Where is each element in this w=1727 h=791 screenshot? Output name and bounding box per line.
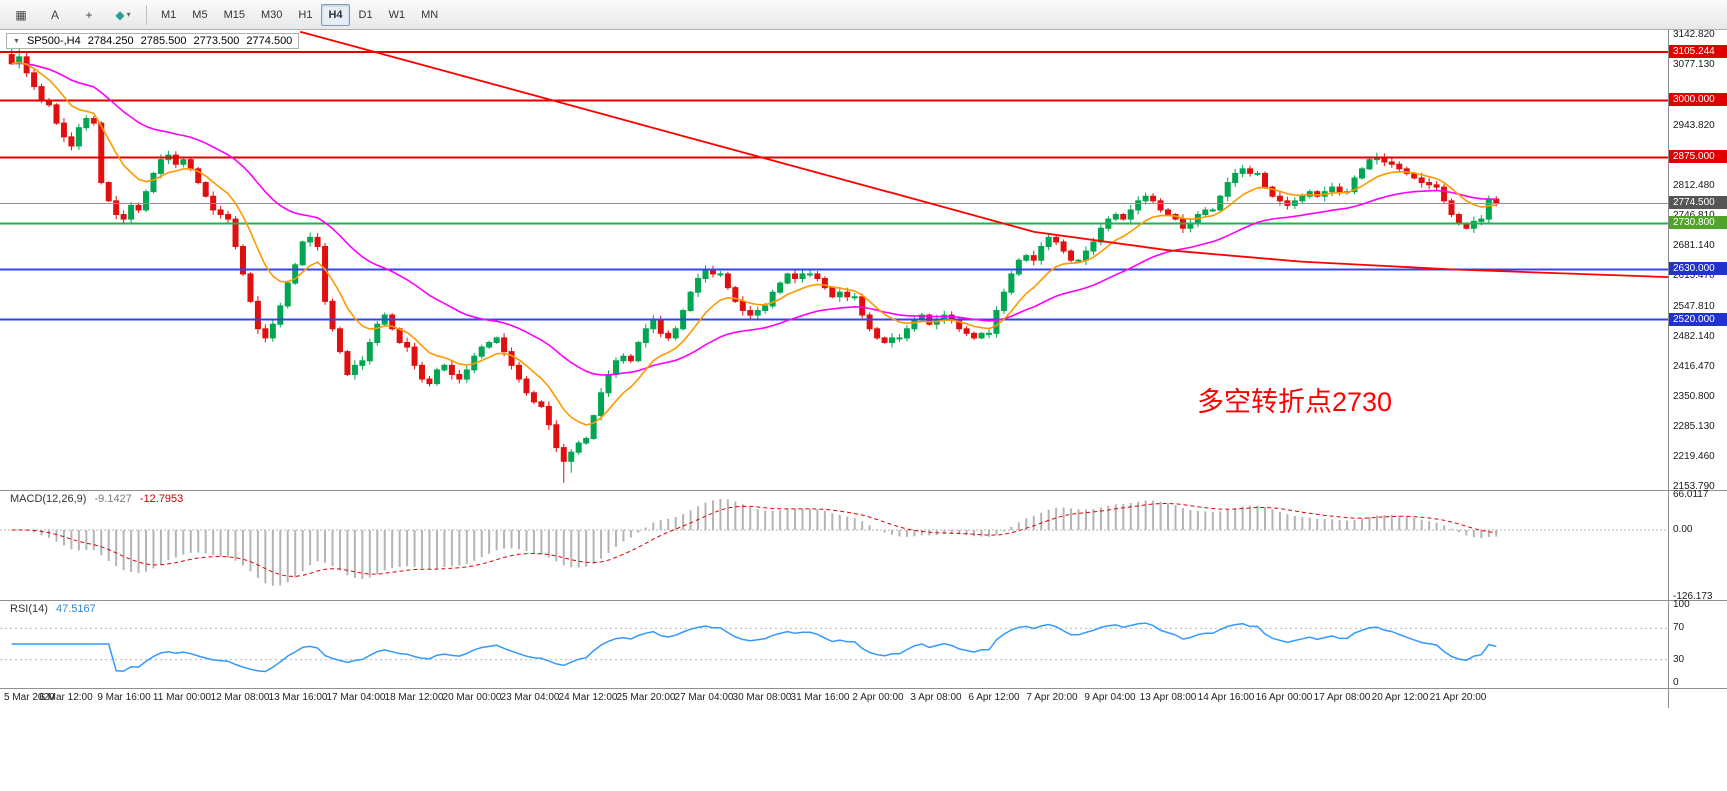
toolbar: ▦ A + ◆ ▾ M1 M5 M15 M30 H1 H4 D1 W1 MN	[0, 0, 1727, 30]
timeframe-d1[interactable]: D1	[358, 8, 373, 21]
time-label: 3 Apr 08:00	[910, 692, 962, 703]
time-label: 16 Apr 00:00	[1255, 692, 1313, 703]
timeframe-m1[interactable]: M1	[161, 8, 177, 21]
toolbar-icon-group: ▦ A + ◆ ▾	[4, 3, 140, 27]
price-axis[interactable]: 3142.820 3077.130 2943.820 2812.480 2746.810…	[1668, 29, 1727, 492]
time-axis-corner	[1668, 689, 1727, 708]
time-label: 17 Mar 04:00	[326, 692, 386, 703]
draw-tools-icon[interactable]: ◆ ▾	[115, 7, 131, 22]
time-label: 23 Mar 04:00	[500, 692, 560, 703]
price-tag: 2630.000	[1669, 262, 1727, 276]
ohlc-open: 2784.250	[87, 35, 134, 47]
time-label: 14 Apr 16:00	[1197, 692, 1255, 703]
macd-label: MACD(12,26,9) -9.1427 -12.7953	[10, 493, 183, 505]
time-label: 12 Mar 08:00	[210, 692, 270, 703]
time-label: 31 Mar 16:00	[790, 692, 850, 703]
time-label: 13 Apr 08:00	[1139, 692, 1197, 703]
time-axis[interactable]: 5 Mar 2020 6 Mar 12:00 9 Mar 16:00 11 Mar 0…	[0, 688, 1727, 708]
timeframe-m15[interactable]: M15	[223, 8, 245, 21]
price-scale-label: 2681.140	[1673, 239, 1715, 251]
rsi-name: RSI(14)	[10, 603, 48, 615]
price-scale-label: 2153.790	[1673, 481, 1715, 492]
price-scale-label: 2812.480	[1673, 179, 1715, 191]
annotation-text: 多空转折点2730	[1197, 387, 1393, 417]
price-tag: 2730.800	[1669, 216, 1727, 230]
time-label: 2 Apr 00:00	[852, 692, 904, 703]
macd-axis[interactable]: 66.0117 0.00 -126.173	[1668, 489, 1727, 602]
time-label: 27 Mar 04:00	[674, 692, 734, 703]
chart-header[interactable]: ▼ SP500-,H4 2784.250 2785.500 2773.500 2…	[6, 33, 300, 49]
rsi-panel[interactable]: RSI(14) 47.5167 100 70 30 0	[0, 599, 1727, 688]
rsi-scale-label: 0	[1673, 677, 1679, 688]
symbol-timeframe-label: SP500-,H4	[26, 35, 81, 47]
ohlc-high: 2785.500	[140, 35, 187, 47]
macd-scale-label: -126.173	[1673, 591, 1713, 602]
rsi-scale-label: 30	[1673, 653, 1685, 665]
price-scale-label: 2416.470	[1673, 360, 1715, 372]
time-label: 9 Apr 04:00	[1084, 692, 1136, 703]
time-label: 6 Mar 12:00	[39, 692, 93, 703]
time-label: 11 Mar 00:00	[152, 692, 212, 703]
time-label: 17 Apr 08:00	[1313, 692, 1371, 703]
time-label: 18 Mar 12:00	[384, 692, 444, 703]
time-label: 25 Mar 20:00	[616, 692, 676, 703]
crosshair-icon[interactable]: +	[85, 7, 93, 22]
time-label: 20 Apr 12:00	[1371, 692, 1429, 703]
time-label: 30 Mar 08:00	[732, 692, 792, 703]
time-label: 20 Mar 00:00	[442, 692, 502, 703]
time-label: 21 Apr 20:00	[1429, 692, 1487, 703]
price-scale-label: 2547.810	[1673, 300, 1715, 312]
timeframe-mn[interactable]: MN	[421, 8, 439, 21]
chart-window-icon[interactable]: ▦	[15, 7, 27, 22]
timeframe-h4[interactable]: H4	[321, 3, 350, 26]
time-label-row: 5 Mar 2020 6 Mar 12:00 9 Mar 16:00 11 Mar 0…	[0, 689, 1668, 708]
price-scale-label: 2615.470	[1673, 270, 1715, 281]
time-label: 24 Mar 12:00	[558, 692, 618, 703]
price-scale-label: 2219.460	[1673, 450, 1715, 462]
price-tag: 2774.500	[1669, 196, 1727, 210]
price-tag: 2520.000	[1669, 312, 1727, 326]
toolbar-separator	[146, 4, 147, 25]
rsi-scale-label: 100	[1673, 599, 1690, 610]
time-label: 9 Mar 16:00	[97, 692, 151, 703]
macd-scale-label: 0.00	[1673, 524, 1693, 536]
macd-name: MACD(12,26,9)	[10, 493, 87, 505]
timeframe-w1[interactable]: W1	[388, 8, 406, 21]
price-scale-label: 2943.820	[1673, 119, 1715, 131]
price-scale-label: 2746.810	[1673, 210, 1715, 222]
rsi-axis[interactable]: 100 70 30 0	[1668, 599, 1727, 688]
ohlc-close: 2774.500	[246, 35, 293, 47]
price-scale-label: 2285.130	[1673, 420, 1715, 432]
timeframe-h1[interactable]: H1	[298, 8, 313, 21]
time-label: 5 Mar 2020	[4, 692, 55, 703]
time-label: 13 Mar 16:00	[268, 692, 328, 703]
timeframe-m30[interactable]: M30	[260, 8, 283, 21]
cursor-annotation-icon[interactable]: A	[50, 7, 59, 22]
macd-signal-value: -12.7953	[139, 493, 184, 505]
main-chart-panel[interactable]: ▼ SP500-,H4 2784.250 2785.500 2773.500 2…	[0, 29, 1727, 492]
chart-dropdown-icon[interactable]: ▼	[13, 37, 20, 45]
time-label: 6 Apr 12:00	[968, 692, 1020, 703]
ohlc-low: 2773.500	[193, 35, 240, 47]
price-tag: 3105.244	[1669, 45, 1727, 59]
time-label: 7 Apr 20:00	[1026, 692, 1078, 703]
macd-scale-label: 66.0117	[1673, 489, 1709, 500]
rsi-label: RSI(14) 47.5167	[10, 603, 96, 615]
main-chart-canvas[interactable]	[0, 30, 1668, 490]
price-tag: 3000.000	[1669, 93, 1727, 107]
rsi-value: 47.5167	[55, 603, 96, 615]
price-scale-label: 3077.130	[1673, 59, 1715, 71]
price-scale-label: 2482.140	[1673, 330, 1715, 342]
rsi-canvas[interactable]	[0, 601, 1668, 688]
macd-canvas[interactable]	[0, 491, 1668, 600]
price-tag: 2875.000	[1669, 150, 1727, 164]
timeframe-m5[interactable]: M5	[192, 8, 208, 21]
timeframe-button-group: M1 M5 M15 M30 H1 H4 D1 W1 MN	[153, 3, 446, 26]
rsi-scale-label: 70	[1673, 622, 1685, 634]
macd-main-value: -9.1427	[94, 493, 132, 505]
macd-panel[interactable]: MACD(12,26,9) -9.1427 -12.7953 66.0117 0.…	[0, 489, 1727, 602]
price-scale-label: 2350.800	[1673, 390, 1715, 402]
price-scale-label: 3142.820	[1673, 29, 1715, 40]
